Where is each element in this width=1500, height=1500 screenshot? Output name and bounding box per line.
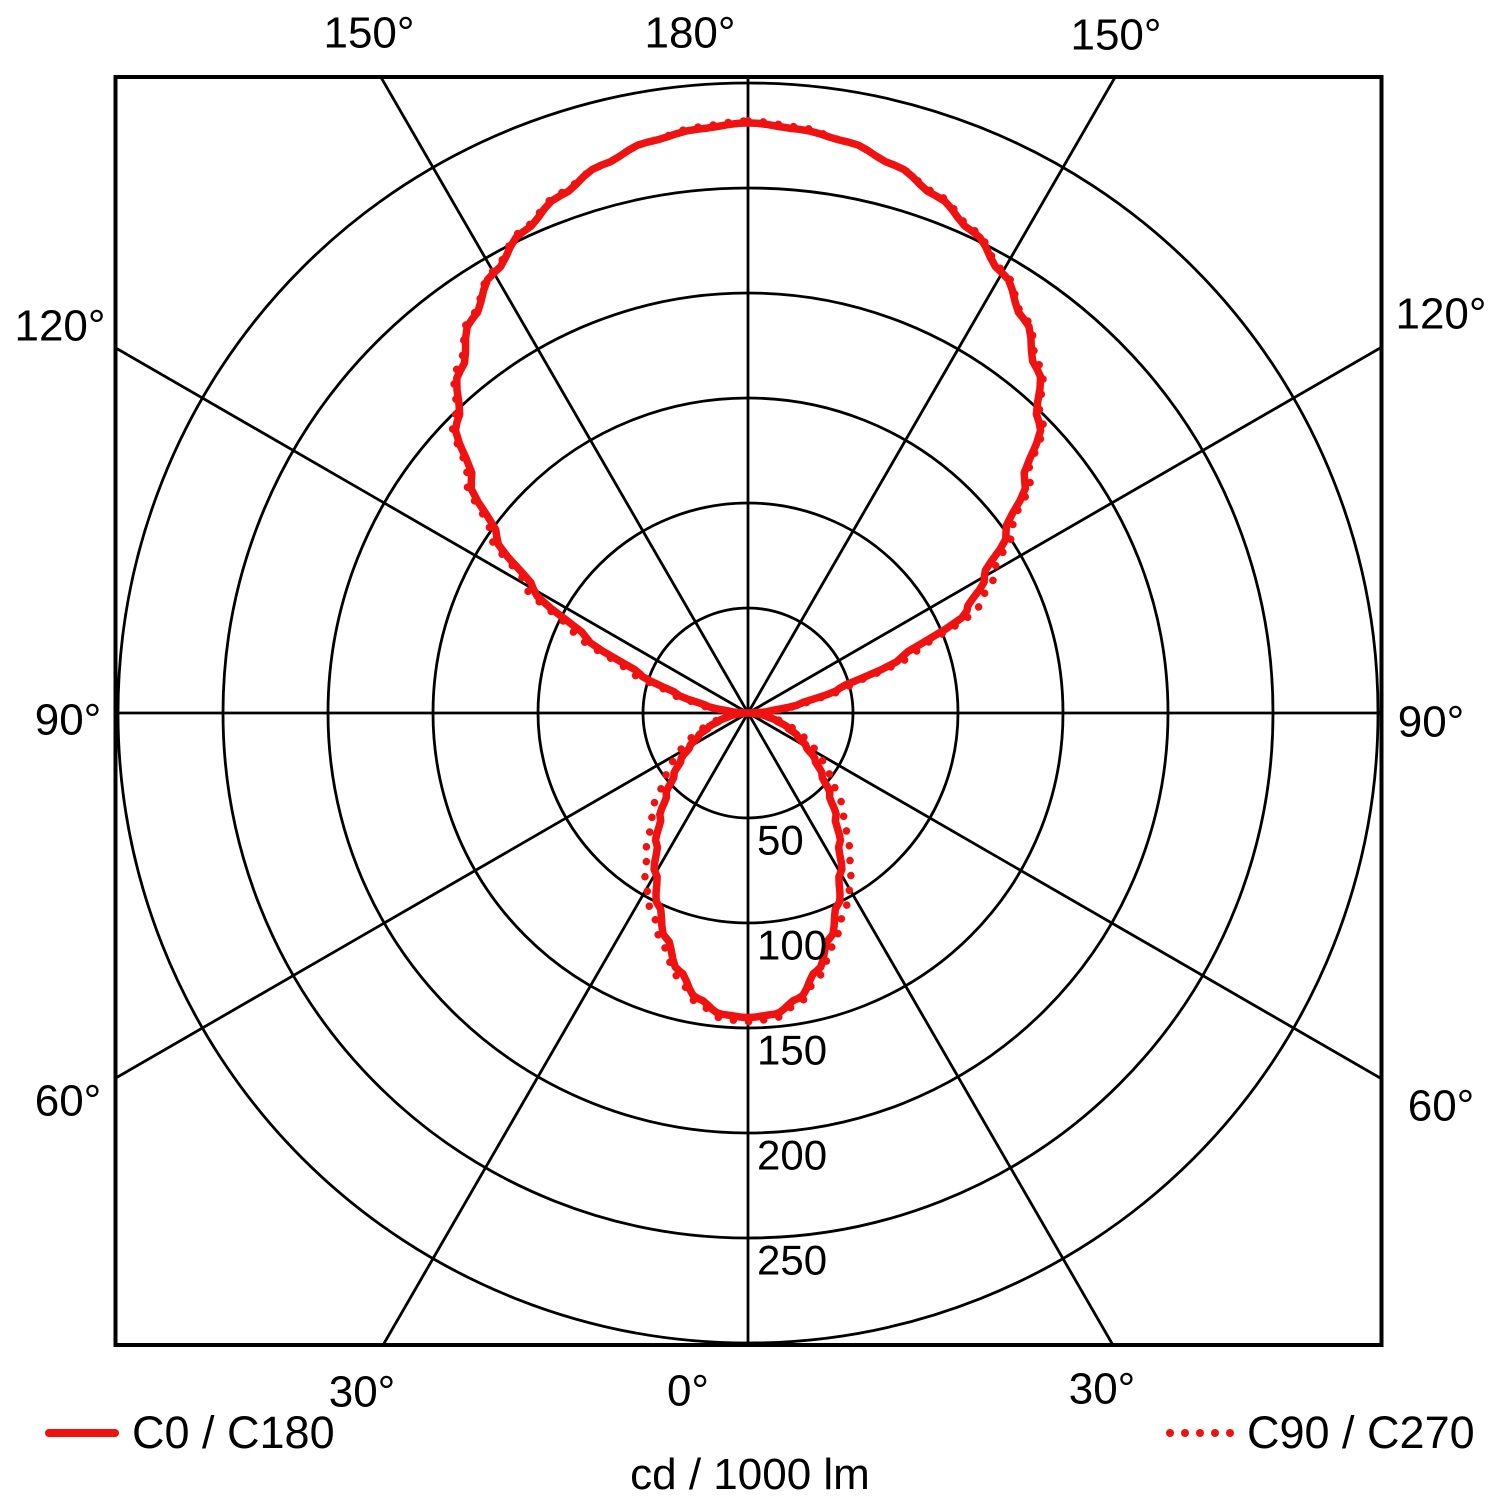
legend-label-c0-c180: C0 / C180 [132, 1407, 335, 1458]
angle-label: 60° [1408, 1082, 1475, 1131]
angle-label: 60° [35, 1077, 102, 1126]
legend-label-c90-c270: C90 / C270 [1247, 1407, 1475, 1458]
angle-label: 150° [323, 9, 414, 58]
curve-c0-c180 [451, 119, 1045, 1022]
angle-label: 120° [1395, 290, 1486, 339]
angle-label: 120° [14, 302, 105, 351]
angle-label: 150° [1070, 11, 1161, 60]
chart-frame [113, 75, 1384, 1347]
legend-solid-line-swatch [45, 1429, 119, 1437]
ring-label: 200 [757, 1132, 827, 1179]
angle-label: 90° [35, 696, 102, 745]
angle-label: 90° [1398, 698, 1465, 747]
ring-label: 250 [757, 1237, 827, 1284]
ring-label: 150 [757, 1027, 827, 1074]
axis-unit-caption: cd / 1000 lm [630, 1450, 870, 1499]
curves [448, 117, 1048, 1026]
ring-label: 50 [757, 817, 804, 864]
angle-label: 30° [1069, 1365, 1136, 1414]
angle-label: 180° [644, 9, 735, 58]
legend-dotted-line-swatch [1166, 1429, 1234, 1437]
curve-c90-c270 [448, 117, 1048, 1026]
angle-label: 0° [667, 1367, 709, 1416]
ring-label: 100 [757, 922, 827, 969]
legend-item-c90-c270: C90 / C270 [1166, 1406, 1475, 1460]
angle-label: 30° [329, 1368, 396, 1417]
legend-item-c0-c180: C0 / C180 [45, 1406, 335, 1460]
